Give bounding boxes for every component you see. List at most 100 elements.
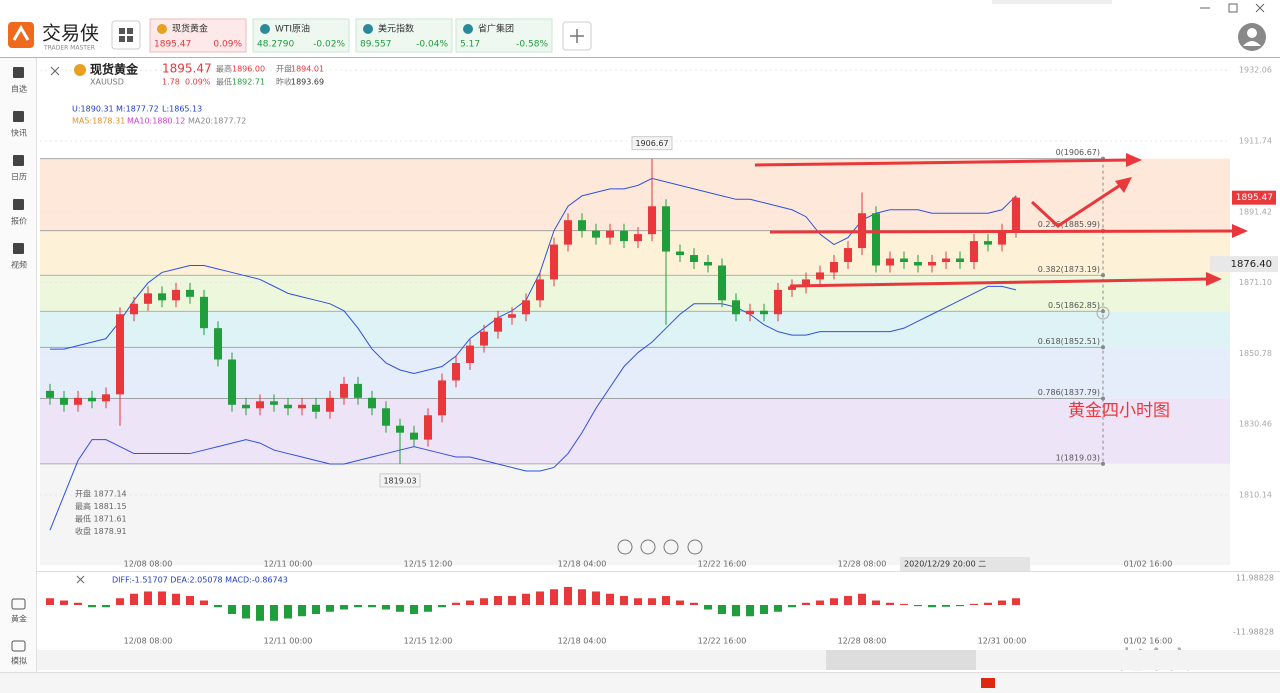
macd-bar: [634, 598, 642, 605]
candle-body: [522, 300, 530, 315]
indicator: MA10:1880.12: [127, 117, 185, 126]
ohlc-info: 开盘 1877.14: [75, 489, 127, 499]
sidebar-label: 自选: [11, 84, 27, 94]
fib-handle: [1101, 396, 1105, 401]
indicator: L:1865.13: [162, 105, 202, 114]
x-tick-label: 12/18 04:00: [558, 560, 607, 569]
candle-body: [774, 289, 782, 315]
avatar-head: [1247, 28, 1257, 38]
tab-name: WTI原油: [275, 23, 310, 35]
candle-body: [914, 262, 922, 266]
candle-body: [74, 397, 82, 405]
macd-bar: [872, 600, 880, 605]
candle-body: [466, 345, 474, 363]
macd-bar: [844, 595, 852, 605]
y-tick-label: 1850.78: [1239, 349, 1272, 358]
tab-price: 89.557: [360, 40, 392, 50]
avatar-body: [1243, 41, 1261, 46]
sidebar-icon: [13, 155, 24, 166]
macd-bar: [186, 595, 194, 605]
macd-bar: [998, 600, 1006, 605]
candle-body: [130, 303, 138, 315]
tab-icon: [463, 24, 473, 34]
quote-prev: 1893.69: [291, 78, 324, 87]
fib-label: 0.382(1873.19): [1038, 265, 1100, 274]
candle-body: [746, 310, 754, 315]
fib-band: [40, 463, 1230, 565]
tab[interactable]: [252, 18, 350, 53]
price: 1895.47: [162, 62, 212, 76]
macd-x-label: 12/28 08:00: [838, 637, 887, 646]
fib-anchor: [1096, 306, 1110, 320]
icon: [127, 28, 133, 34]
next[interactable]: [663, 539, 679, 555]
zoom-out[interactable]: [617, 539, 633, 555]
sidebar-icon: [13, 67, 24, 78]
macd-bar: [662, 595, 670, 605]
close-chart[interactable]: [50, 66, 60, 76]
macd-bar: [830, 598, 838, 605]
sidebar-label: 模拟: [11, 656, 27, 666]
macd-bar: [74, 602, 82, 605]
candle-body: [942, 258, 950, 262]
zoom-in[interactable]: [687, 539, 703, 555]
sidebar-label: 快讯: [11, 128, 27, 138]
candle-body: [550, 244, 558, 280]
macd-bar: [368, 605, 376, 608]
fib-band: [40, 158, 1230, 231]
macd-bar: [396, 605, 404, 612]
macd-bar: [956, 605, 964, 607]
sidebar-icon: [11, 598, 26, 610]
annotation-arrows: [754, 153, 1248, 288]
macd-bar: [774, 605, 782, 612]
close[interactable]: [1255, 3, 1265, 13]
candle-body: [88, 397, 96, 402]
active-timeframe: [826, 650, 976, 670]
candle-body: [718, 265, 726, 301]
quote-high-label: 最高: [216, 64, 232, 74]
candle-body: [60, 397, 68, 405]
macd-bar: [746, 605, 754, 617]
gold-icon: [74, 64, 86, 76]
candle-body: [816, 272, 824, 280]
candle-body: [256, 401, 264, 409]
indicator: MA5:1878.31: [72, 117, 125, 126]
symbol-code: XAUUSD: [90, 78, 124, 87]
sidebar-label: 日历: [11, 173, 27, 182]
macd-bar: [592, 591, 600, 605]
macd-bar: [648, 598, 656, 605]
macd-legend: DIFF:-1.51707 DEA:2.05078 MACD:-0.86743: [112, 576, 288, 585]
candle-body: [298, 404, 306, 409]
indicator: MA20:1877.72: [188, 117, 246, 126]
prev[interactable]: [640, 539, 656, 555]
quote-high: 1896.00: [232, 65, 265, 74]
tab[interactable]: [355, 18, 453, 53]
macd-bar: [508, 595, 516, 605]
icon: [119, 28, 125, 34]
candle-body: [158, 293, 166, 301]
candle-body: [270, 401, 278, 405]
macd-x-label: 12/08 08:00: [124, 637, 173, 646]
macd-bar: [1012, 598, 1020, 605]
tab[interactable]: [149, 18, 247, 53]
macd-bar: [690, 602, 698, 605]
tab-price: 48.2790: [257, 40, 294, 50]
macd-bar: [256, 605, 264, 621]
tab-change: 0.09%: [213, 40, 242, 50]
tab[interactable]: [455, 18, 553, 53]
maximize[interactable]: [1228, 3, 1238, 13]
candle-body: [1012, 197, 1020, 231]
tab-icon: [363, 24, 373, 34]
close-macd[interactable]: [76, 575, 85, 584]
grid-button[interactable]: [111, 20, 141, 50]
sidebar-icon: [13, 111, 24, 122]
low-tag: [379, 473, 421, 488]
macd-bar: [620, 595, 628, 605]
change: 1.78: [162, 78, 180, 87]
quote-open: 1894.01: [291, 65, 324, 74]
candle-body: [228, 359, 236, 405]
candle-body: [648, 206, 656, 235]
candle-body: [606, 230, 614, 238]
